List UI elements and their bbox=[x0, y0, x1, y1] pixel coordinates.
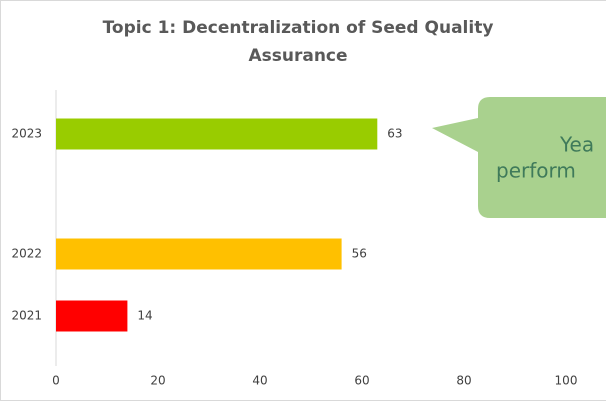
x-tick-label: 60 bbox=[354, 374, 369, 388]
chart-title-line-2: Assurance bbox=[248, 46, 347, 66]
chart-title-line-1: Topic 1: Decentralization of Seed Qualit… bbox=[103, 18, 494, 38]
x-tick-label: 80 bbox=[456, 374, 471, 388]
x-tick-label: 0 bbox=[52, 374, 60, 388]
data-label: 63 bbox=[387, 127, 402, 141]
bar bbox=[56, 300, 128, 332]
callout bbox=[432, 97, 606, 218]
bar bbox=[56, 238, 342, 270]
x-tick-label: 20 bbox=[150, 374, 165, 388]
y-tick-label: 2023 bbox=[11, 127, 42, 141]
y-tick-label: 2021 bbox=[11, 309, 42, 323]
y-tick-label: 2022 bbox=[11, 247, 42, 261]
data-label: 56 bbox=[352, 247, 367, 261]
callout-text: Yea bbox=[559, 133, 594, 157]
data-label: 14 bbox=[137, 309, 152, 323]
x-tick-label: 40 bbox=[252, 374, 267, 388]
callout-text: perform bbox=[496, 159, 576, 183]
bar bbox=[56, 118, 378, 150]
x-tick-label: 100 bbox=[555, 374, 578, 388]
